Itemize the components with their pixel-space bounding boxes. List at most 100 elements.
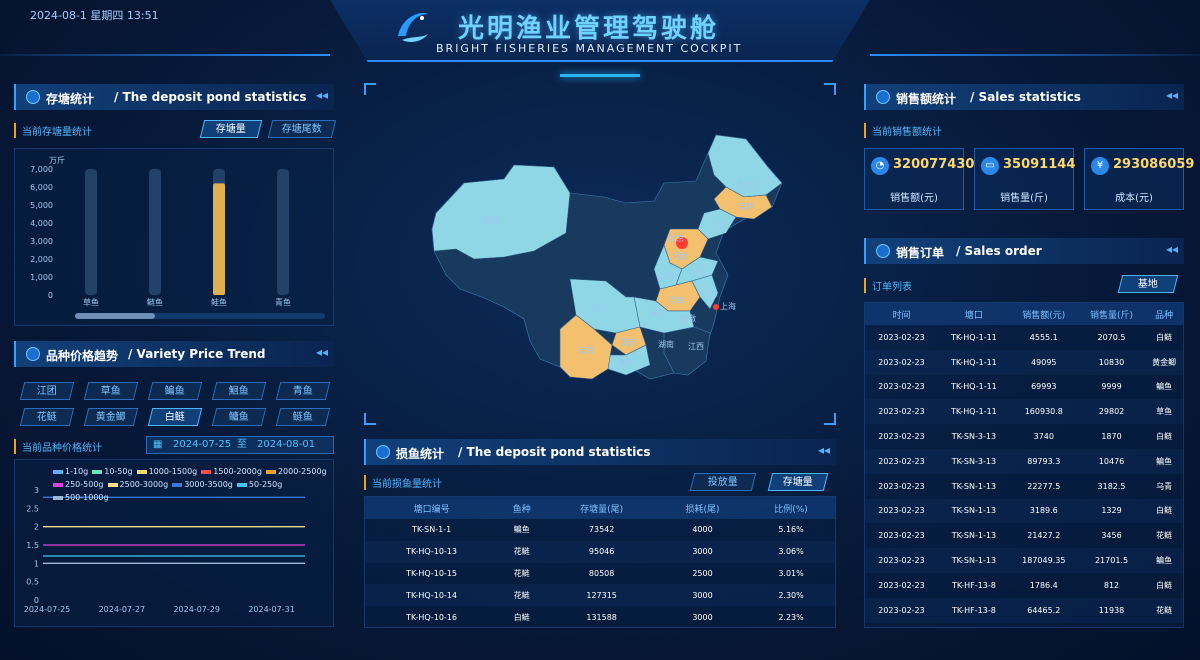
region-yunnan xyxy=(559,314,613,380)
variety-button[interactable]: 鲢鱼 xyxy=(275,408,331,426)
table-cell: 鳊鱼 xyxy=(513,525,530,535)
date-end: 2024-08-01 xyxy=(257,439,316,450)
map-label: 新疆 xyxy=(482,215,498,225)
variety-button[interactable]: 鮰鱼 xyxy=(211,382,267,400)
wallet-icon xyxy=(876,90,890,104)
legend-item[interactable]: 500-1000g xyxy=(53,493,109,503)
legend-item[interactable]: 50-250g xyxy=(236,480,283,490)
table-cell: 1786.4 xyxy=(1029,580,1058,590)
y-tick-label: 1 xyxy=(34,559,39,568)
map-label: 上海 xyxy=(720,301,736,311)
datetime: 2024-08-1 星期四 13:51 xyxy=(30,9,159,22)
map-label: 贵州 xyxy=(618,357,634,367)
table-cell: 2023-02-23 xyxy=(878,481,925,491)
legend-item[interactable]: 250-500g xyxy=(53,480,104,490)
tab-deposit-count[interactable]: 存塘尾数 xyxy=(267,120,337,138)
legend-item[interactable]: 2500-3000g xyxy=(107,480,169,490)
legend-item[interactable]: 1-10g xyxy=(53,467,88,477)
variety-button[interactable]: 青鱼 xyxy=(275,382,331,400)
table-cell: 草鱼 xyxy=(1145,399,1183,425)
deposit-panel-header: 存塘统计 / The deposit pond statistics ◂◂ xyxy=(14,84,334,110)
tab-deposit-amount[interactable]: 存塘量 xyxy=(199,120,263,138)
map-label: 湖南 xyxy=(658,339,674,349)
variety-button[interactable]: 鳊鱼 xyxy=(147,382,203,400)
table-row[interactable]: 2023-02-23 TK-SN-1-13 21427.2 3456 花鲢 xyxy=(865,523,1183,548)
table-cell: 3000 xyxy=(692,612,713,622)
variety-button[interactable]: 鳙鱼 xyxy=(211,408,267,426)
table-row[interactable]: 2023-02-23 TK-HF-13-8 64465.2 11938 花鲢 xyxy=(865,597,1183,623)
map-label: 吉林 xyxy=(738,201,754,211)
table-row[interactable]: TK-HQ-10-16 白鲢 131588 3000 2.23% xyxy=(365,606,835,628)
bar-track xyxy=(149,169,161,295)
table-row[interactable]: 2023-02-23 TK-HF-13-8 1786.4 812 白鲢 xyxy=(865,573,1183,598)
collapse-icon[interactable]: ◂◂ xyxy=(1165,88,1178,102)
table-cell: 花鲢 xyxy=(513,568,530,578)
table-cell: 3189.6 xyxy=(1009,498,1078,524)
y-tick-label: 3 xyxy=(34,486,39,495)
table-cell: 花鲢 xyxy=(1156,531,1173,541)
legend-item[interactable]: 10-50g xyxy=(92,467,133,477)
map-label: 云南 xyxy=(578,345,594,355)
table-row[interactable]: 2023-02-23 TK-HQ-1-11 4555.1 2070.5 白鲢 xyxy=(865,325,1183,350)
base-filter-button[interactable]: 基地 xyxy=(1117,275,1179,293)
legend-label: 2500-3000g xyxy=(119,480,169,489)
legend-item[interactable]: 1500-2000g xyxy=(201,467,262,477)
table-row[interactable]: 2023-02-23 TK-HQ-1-11 69993 9999 鳊鱼 xyxy=(865,375,1183,400)
collapse-icon[interactable]: ◂◂ xyxy=(1165,242,1178,256)
collapse-icon[interactable]: ◂◂ xyxy=(817,443,830,457)
legend-label: 50-250g xyxy=(248,480,283,489)
legend-item[interactable]: 1000-1500g xyxy=(136,467,197,477)
table-cell: 鳊鱼 xyxy=(1145,448,1183,474)
table-row[interactable]: TK-HQ-10-13 花鲢 95046 3000 3.06% xyxy=(365,540,835,563)
col-volume: 销售量(斤) xyxy=(1077,303,1146,325)
table-row[interactable]: TK-HQ-10-15 花鲢 80508 2500 3.01% xyxy=(365,563,835,585)
variety-button-active[interactable]: 白鲢 xyxy=(147,408,203,426)
table-cell: TK-SN-1-13 xyxy=(951,481,997,491)
chart-scrollbar[interactable] xyxy=(75,313,325,319)
sales-cost-value: 293086059 xyxy=(1113,157,1195,172)
legend-item[interactable]: 2000-2500g xyxy=(265,467,327,477)
table-cell: 4000 xyxy=(692,525,713,535)
table-row[interactable]: 2023-02-23 TK-HQ-1-11 49095 10830 黄金鲫 xyxy=(865,349,1183,375)
table-row[interactable]: 2023-02-23 TK-SN-1-13 187049.35 21701.5 鳊鱼 xyxy=(865,548,1183,573)
table-cell: 187049.35 xyxy=(1009,548,1078,573)
legend-swatch xyxy=(136,470,147,474)
legend-swatch xyxy=(265,470,276,474)
table-cell: 2023-02-23 xyxy=(865,448,938,474)
table-row[interactable]: TK-SN-1-1 鳊鱼 73542 4000 5.16% xyxy=(365,519,835,541)
collapse-icon[interactable]: ◂◂ xyxy=(315,345,328,359)
sales-volume-value: 35091144 xyxy=(1003,157,1076,172)
table-cell: 2.30% xyxy=(747,584,835,607)
table-cell: 3456 xyxy=(1101,531,1122,541)
table-cell: 2023-02-23 xyxy=(865,548,938,573)
variety-button[interactable]: 黄金鲫 xyxy=(83,408,139,426)
chart-scrollbar-thumb[interactable] xyxy=(75,313,155,319)
table-cell: 2023-02-23 xyxy=(865,498,938,524)
table-cell: 3000 xyxy=(657,584,748,607)
variety-button[interactable]: 花鲢 xyxy=(19,408,75,426)
table-row[interactable]: 2023-02-23 TK-SN-3-13 89793.3 10476 鳊鱼 xyxy=(865,448,1183,474)
bar-鲑鱼[interactable] xyxy=(213,183,225,295)
map-label: 江西 xyxy=(688,342,704,351)
table-cell: 21701.5 xyxy=(1077,548,1146,573)
table-row[interactable]: 2023-02-23 TK-HQ-1-11 160930.8 29802 草鱼 xyxy=(865,399,1183,425)
y-tick-label: 2,000 xyxy=(30,255,53,264)
tab-loss-deposit[interactable]: 存塘量 xyxy=(767,473,829,491)
table-row[interactable]: 2023-02-23 TK-SN-3-13 3740 1870 白鲢 xyxy=(865,424,1183,449)
bar-track xyxy=(85,169,97,295)
legend-item[interactable]: 3000-3500g xyxy=(172,480,233,490)
table-cell: 2023-02-23 xyxy=(878,332,925,342)
sales-cost-label: 成本(元) xyxy=(1115,193,1153,204)
tab-loss-input[interactable]: 投放量 xyxy=(689,473,757,491)
variety-button[interactable]: 江团 xyxy=(19,382,75,400)
date-range-picker[interactable]: ▦ 2024-07-25 至 2024-08-01 xyxy=(146,436,334,454)
table-cell: 73542 xyxy=(588,525,615,535)
sales-card-volume: ▭ 35091144 销售量(斤) xyxy=(974,148,1076,210)
collapse-icon[interactable]: ◂◂ xyxy=(315,88,328,102)
variety-button[interactable]: 草鱼 xyxy=(83,382,139,400)
table-row[interactable]: TK-HQ-10-14 花鲢 127315 3000 2.30% xyxy=(365,584,835,607)
date-start: 2024-07-25 xyxy=(173,439,232,450)
table-row[interactable]: 2023-02-23 TK-SN-1-13 3189.6 1329 白鲢 xyxy=(865,498,1183,524)
map-label: 安徽 xyxy=(680,313,696,323)
table-row[interactable]: 2023-02-23 TK-SN-1-13 22277.5 3182.5 乌青 xyxy=(865,474,1183,499)
